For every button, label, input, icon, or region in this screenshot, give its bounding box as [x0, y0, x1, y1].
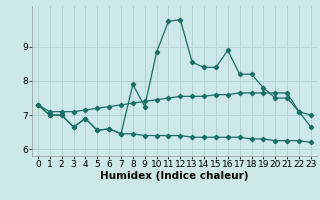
X-axis label: Humidex (Indice chaleur): Humidex (Indice chaleur) — [100, 171, 249, 181]
